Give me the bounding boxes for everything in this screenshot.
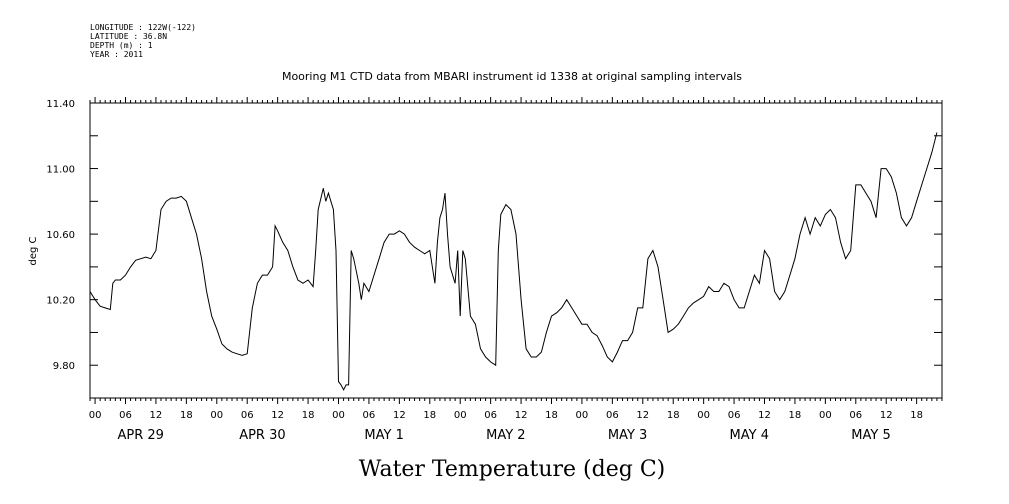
x-tick-label: 12 <box>880 410 893 421</box>
x-tick-labels: 00 06 12 18 00 06 12 18 00 06 12 18 00 06 12 18 00 06 12 18… <box>89 410 923 421</box>
day-label: MAY 1 <box>364 428 403 443</box>
x-tick-label: 00 <box>454 410 467 421</box>
x-tick-label: 00 <box>210 410 223 421</box>
temperature-line <box>89 132 938 391</box>
x-tick-label: 06 <box>363 410 376 421</box>
x-tick-label: 18 <box>789 410 802 421</box>
day-label: APR 30 <box>239 428 285 443</box>
x-tick-label: 12 <box>150 410 163 421</box>
y-axis-label: deg C <box>28 236 39 265</box>
y-tick-label: 10.60 <box>46 230 75 241</box>
x-tick-label: 18 <box>180 410 193 421</box>
y-tick-label: 10.20 <box>46 296 75 307</box>
day-label: MAY 3 <box>608 428 647 443</box>
day-label: MAY 2 <box>486 428 525 443</box>
x-tick-label: 12 <box>271 410 284 421</box>
x-tick-label: 18 <box>910 410 923 421</box>
x-tick-label: 18 <box>667 410 680 421</box>
x-tick-label: 00 <box>819 410 832 421</box>
x-tick-label: 12 <box>636 410 649 421</box>
plot-frame <box>89 102 943 399</box>
x-tick-label: 12 <box>758 410 771 421</box>
x-tick-label: 18 <box>302 410 315 421</box>
day-labels: APR 29 APR 30 MAY 1 MAY 2 MAY 3 MAY 4 MAY 5 <box>117 428 890 443</box>
day-label: APR 29 <box>117 428 163 443</box>
x-tick-label: 06 <box>241 410 254 421</box>
y-tick-label: 11.40 <box>46 99 75 110</box>
y-tick-labels: 9.80 10.20 10.60 11.00 11.40 <box>46 99 75 372</box>
longitude-label: LONGITUDE : 122W(-122) <box>90 23 196 32</box>
latitude-label: LATITUDE : 36.8N <box>90 32 167 41</box>
x-tick-label: 06 <box>728 410 741 421</box>
y-tick-label: 9.80 <box>53 361 75 372</box>
x-tick-label: 00 <box>89 410 102 421</box>
y-tick-label: 11.00 <box>46 165 75 176</box>
x-tick-label: 12 <box>393 410 406 421</box>
x-tick-label: 18 <box>423 410 436 421</box>
day-label: MAY 5 <box>851 428 890 443</box>
year-label: YEAR : 2011 <box>90 50 143 59</box>
x-tick-label: 06 <box>119 410 132 421</box>
x-tick-label: 06 <box>484 410 497 421</box>
x-axis-label: Water Temperature (deg C) <box>359 457 666 482</box>
x-tick-label: 00 <box>332 410 345 421</box>
x-tick-label: 00 <box>697 410 710 421</box>
x-tick-label: 06 <box>849 410 862 421</box>
x-tick-label: 12 <box>515 410 528 421</box>
tick-marks <box>89 97 943 404</box>
x-tick-label: 18 <box>545 410 558 421</box>
x-tick-label: 00 <box>576 410 589 421</box>
day-label: MAY 4 <box>730 428 769 443</box>
chart-title: Mooring M1 CTD data from MBARI instrumen… <box>282 70 742 83</box>
depth-label: DEPTH (m) : 1 <box>90 41 153 50</box>
x-tick-label: 06 <box>606 410 619 421</box>
